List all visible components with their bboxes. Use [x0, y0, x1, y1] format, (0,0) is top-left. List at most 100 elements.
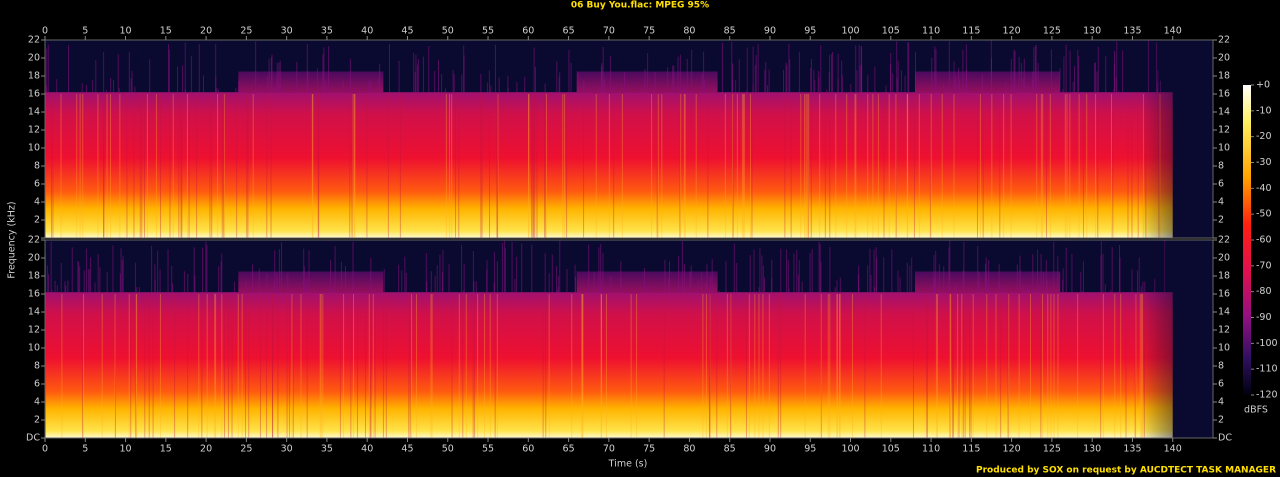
x-tick-label: 120: [1003, 444, 1021, 455]
x-tick-label: 110: [922, 444, 940, 455]
x-tick-label: 50: [442, 444, 454, 455]
x-tick-label: 35: [321, 444, 333, 455]
x-tick-label: 55: [482, 26, 494, 37]
x-tick-label: 130: [1083, 444, 1101, 455]
x-tick-label: 85: [724, 444, 736, 455]
x-tick-label: 75: [643, 444, 655, 455]
y-tick-label: 4: [1218, 197, 1224, 208]
x-tick-label: 35: [321, 26, 333, 37]
y-tick-label: 12: [1218, 325, 1230, 336]
x-tick-label: 95: [804, 26, 816, 37]
x-tick-label: 135: [1123, 26, 1141, 37]
y-tick-label: 8: [1218, 361, 1224, 372]
colorbar-tick-label: -100: [1256, 338, 1278, 349]
fade-out: [1140, 240, 1213, 438]
loud-section: [238, 71, 384, 93]
x-tick-label: 45: [401, 26, 413, 37]
y-tick-label: 6: [34, 379, 40, 390]
x-tick-label: 0: [42, 444, 48, 455]
y-tick-label: 10: [1218, 343, 1230, 354]
y-tick-label: 2: [34, 215, 40, 226]
y-tick-label: 10: [1218, 143, 1230, 154]
y-tick-label: 22: [1218, 35, 1230, 46]
x-tick-label: 90: [764, 26, 776, 37]
y-tick-label: 6: [1218, 179, 1224, 190]
x-tick-label: 115: [962, 26, 980, 37]
x-tick-label: 10: [120, 26, 132, 37]
y-tick-label: 4: [1218, 397, 1224, 408]
colorbar-tick-label: +0: [1256, 80, 1270, 91]
y-tick-label: DC: [1218, 433, 1232, 444]
x-tick-label: 125: [1043, 26, 1061, 37]
y-tick-label: 16: [28, 89, 40, 100]
colorbar-tick-label: -110: [1256, 364, 1278, 375]
x-tick-label: 100: [841, 444, 859, 455]
y-axis-label: Frequency (kHz): [7, 201, 18, 278]
x-tick-label: 95: [804, 444, 816, 455]
x-tick-label: 115: [962, 444, 980, 455]
y-tick-label: 12: [1218, 125, 1230, 136]
y-tick-label: 2: [1218, 415, 1224, 426]
x-tick-label: 80: [683, 444, 695, 455]
x-tick-label: 135: [1123, 444, 1141, 455]
x-tick-label: 105: [882, 444, 900, 455]
x-tick-label: 0: [42, 26, 48, 37]
y-tick-label: 16: [1218, 289, 1230, 300]
y-tick-label: 12: [28, 125, 40, 136]
x-tick-label: 85: [724, 26, 736, 37]
y-tick-label: 16: [1218, 89, 1230, 100]
x-tick-label: 140: [1164, 26, 1182, 37]
x-tick-label: 75: [643, 26, 655, 37]
spectrum-body: [45, 92, 1173, 238]
y-tick-label: 18: [28, 71, 40, 82]
x-tick-label: 30: [281, 444, 293, 455]
y-tick-label: 2: [34, 415, 40, 426]
y-tick-label: 22: [28, 235, 40, 246]
x-tick-label: 15: [160, 444, 172, 455]
x-tick-label: 90: [764, 444, 776, 455]
y-tick-label: 6: [34, 179, 40, 190]
colorbar-tick-label: -40: [1256, 183, 1272, 194]
y-tick-label: 20: [1218, 53, 1230, 64]
spectrum-body: [45, 292, 1173, 438]
colorbar-tick-label: -90: [1256, 312, 1272, 323]
colorbar-label: dBFS: [1244, 405, 1268, 416]
x-tick-label: 45: [401, 444, 413, 455]
colorbar-tick-label: -70: [1256, 260, 1272, 271]
credit: Produced by SOX on request by AUCDTECT T…: [976, 466, 1276, 476]
y-tick-label: 18: [1218, 271, 1230, 282]
colorbar-tick-label: -10: [1256, 105, 1272, 116]
colorbar-tick-label: -80: [1256, 286, 1272, 297]
y-tick-label: 20: [28, 53, 40, 64]
x-tick-label: 80: [683, 26, 695, 37]
x-tick-label: 120: [1003, 26, 1021, 37]
y-tick-label: 22: [28, 35, 40, 46]
x-tick-label: 10: [120, 444, 132, 455]
x-tick-label: 110: [922, 26, 940, 37]
chart-title: 06 Buy You.flac: MPEG 95%: [571, 1, 709, 11]
y-tick-label: 8: [34, 161, 40, 172]
y-tick-label: 10: [28, 343, 40, 354]
x-tick-label: 60: [522, 26, 534, 37]
y-tick-label: 18: [28, 271, 40, 282]
y-tick-label: 2: [1218, 215, 1224, 226]
y-tick-label: 8: [34, 361, 40, 372]
x-tick-label: 100: [841, 26, 859, 37]
y-tick-label: 14: [28, 307, 40, 318]
x-tick-label: 15: [160, 26, 172, 37]
x-tick-label: 125: [1043, 444, 1061, 455]
y-tick-label: 10: [28, 143, 40, 154]
x-tick-label: 5: [82, 26, 88, 37]
x-tick-label: 130: [1083, 26, 1101, 37]
x-tick-label: 20: [200, 444, 212, 455]
y-tick-label: 4: [34, 397, 40, 408]
fade-out: [1140, 40, 1213, 238]
loud-section: [576, 271, 718, 293]
colorbar-tick-label: -20: [1256, 131, 1272, 142]
loud-section: [238, 271, 384, 293]
y-tick-label: 14: [1218, 307, 1230, 318]
y-tick-label: 6: [1218, 379, 1224, 390]
x-tick-label: 105: [882, 26, 900, 37]
y-tick-label: 8: [1218, 161, 1224, 172]
